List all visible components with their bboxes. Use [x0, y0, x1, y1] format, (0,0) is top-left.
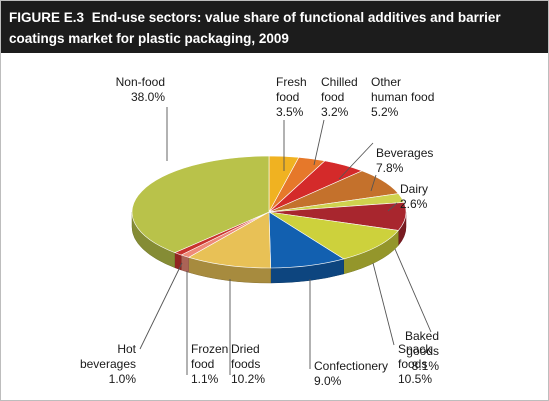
figure-number: FIGURE E.3 [9, 10, 85, 25]
slice-label-confectionery: Confectionery 9.0% [314, 359, 388, 388]
figure-header: FIGURE E.3 End-use sectors: value share … [1, 1, 548, 53]
chart-title: FIGURE E.3 End-use sectors: value share … [9, 7, 539, 49]
pie-sides [131, 211, 407, 284]
pie-slice-dried-foods [187, 211, 272, 269]
slice-label-hot-beverages: Hot beverages 1.0% [80, 342, 137, 386]
pie-leader-lines [139, 107, 432, 375]
leader-line-hot-beverages [139, 262, 183, 350]
pie-slices [131, 155, 407, 269]
pie-labels: Fresh food 3.5% Chilled food 3.2% Other human f… [80, 75, 439, 388]
pie-slice-non-food [131, 155, 270, 253]
slice-label-snack-foods: Snack foods 10.5% [398, 342, 432, 386]
leader-line-dairy [387, 202, 398, 212]
leader-line-baked-goods [394, 248, 432, 333]
slice-label-dairy: Dairy 2.6% [400, 182, 428, 211]
slice-label-fresh-food: Fresh food 3.5% [276, 75, 307, 119]
slice-label-other-human-food: Other human food 5.2% [371, 75, 434, 119]
pie-slice-snack-foods [268, 211, 399, 260]
figure-title: End-use sectors: value share of function… [9, 10, 501, 46]
leader-line-other-human-food [338, 142, 374, 180]
pie-chart: Fresh food 3.5% Chilled food 3.2% Other human f… [80, 75, 439, 388]
leader-line-beverages [370, 174, 377, 192]
leader-line-snack-foods [372, 262, 395, 346]
slice-label-chilled-food: Chilled food 3.2% [321, 75, 358, 119]
slice-label-baked-goods: Baked goods 8.1% [405, 329, 439, 373]
slice-label-non-food: Non-food 38.0% [116, 75, 166, 104]
pie-side-frozen-food [180, 254, 189, 273]
slice-label-frozen-food: Frozen food 1.1% [191, 342, 228, 386]
slice-label-dried-foods: Dried foods 10.2% [231, 342, 265, 386]
slice-label-beverages: Beverages 7.8% [376, 146, 433, 175]
leader-line-chilled-food [313, 119, 325, 166]
